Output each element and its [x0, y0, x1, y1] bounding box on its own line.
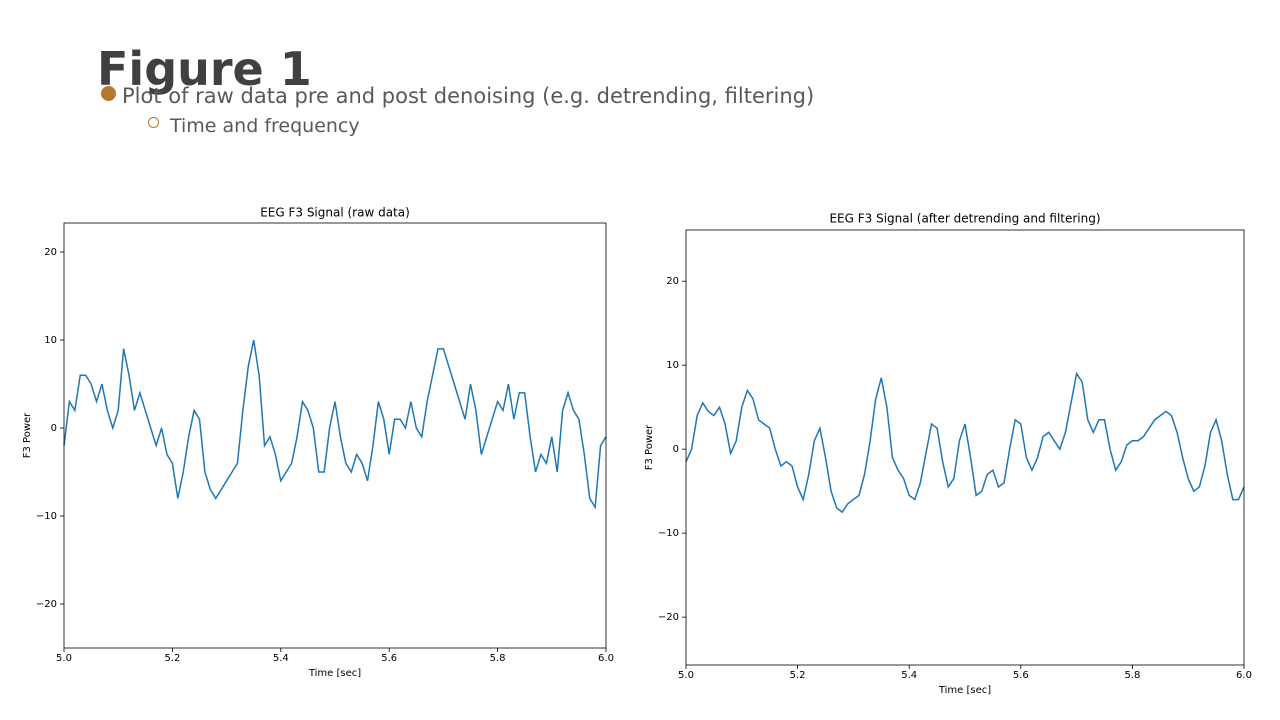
x-tick-label: 5.2: [790, 670, 806, 681]
signal-line: [685, 371, 1245, 514]
x-tick-label: 5.2: [164, 653, 180, 664]
y-tick-label: −20: [658, 612, 679, 623]
y-axis-label: F3 Power: [22, 412, 33, 458]
x-tick-label: 5.0: [678, 670, 694, 681]
y-tick-label: −20: [36, 599, 57, 610]
x-tick-label: 6.0: [598, 653, 614, 664]
sub-bullet-text: Time and frequency: [170, 115, 360, 137]
slide-title: Figure 1: [97, 42, 312, 96]
y-tick-label: 0: [51, 423, 57, 434]
x-tick-label: 5.6: [381, 653, 397, 664]
y-tick-label: 10: [44, 335, 57, 346]
x-tick-label: 6.0: [1236, 670, 1252, 681]
y-tick-label: 20: [44, 247, 57, 258]
plot-frame: [685, 229, 1245, 666]
x-tick-label: 5.4: [901, 670, 917, 681]
x-axis-label: Time [sec]: [938, 685, 991, 696]
x-axis-label: Time [sec]: [308, 668, 361, 679]
y-tick-label: −10: [658, 528, 679, 539]
x-tick-label: 5.8: [490, 653, 506, 664]
y-tick-label: 10: [666, 360, 679, 371]
plot-frame: [63, 222, 607, 649]
signal-line: [63, 339, 607, 510]
x-tick-label: 5.0: [56, 653, 72, 664]
chart-title: EEG F3 Signal (raw data): [260, 206, 410, 220]
y-tick-label: −10: [36, 511, 57, 522]
bullet-icon: [101, 86, 116, 101]
y-tick-label: 20: [666, 276, 679, 287]
sub-bullet-icon: [148, 117, 159, 128]
x-tick-label: 5.8: [1124, 670, 1140, 681]
y-tick-label: 0: [673, 444, 679, 455]
chart-title: EEG F3 Signal (after detrending and filt…: [829, 212, 1100, 226]
y-axis-label: F3 Power: [644, 424, 655, 470]
x-tick-label: 5.4: [273, 653, 289, 664]
bullet-text: Plot of raw data pre and post denoising …: [122, 84, 815, 108]
x-tick-label: 5.6: [1013, 670, 1029, 681]
